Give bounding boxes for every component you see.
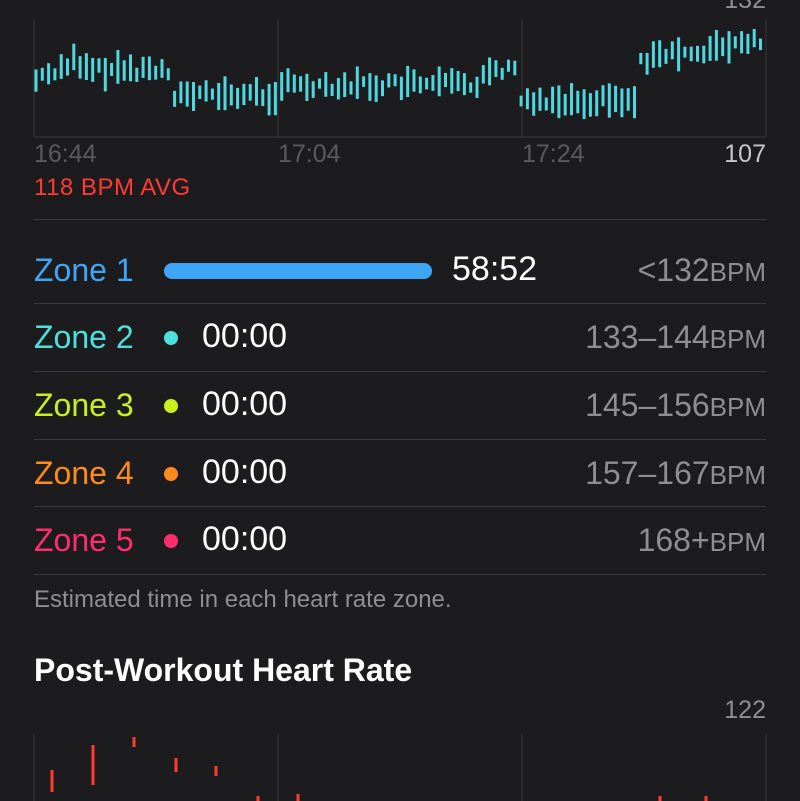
post-workout-title: Post-Workout Heart Rate [34,652,413,688]
zone-row-5: Zone 5 00:00 168+BPM [34,508,766,574]
zone-name: Zone 4 [34,455,134,491]
zone-time: 00:00 [202,385,288,423]
zone-row-4: Zone 4 00:00 157–167BPM [34,441,766,507]
zone-row-3: Zone 3 00:00 145–156BPM [34,373,766,439]
post-workout-chart [33,734,767,801]
x-label-end: 17:24 [522,140,585,168]
divider [34,303,766,304]
zone-time: 00:00 [202,520,288,558]
zone-row-1: Zone 1 58:52 <132BPM [34,238,766,304]
zone-time: 00:00 [202,317,288,355]
zone-dot [164,399,178,413]
zone-range: <132BPM [637,252,766,288]
chart-min-label: 107 [724,140,766,168]
zones-footnote: Estimated time in each heart rate zone. [34,586,452,613]
chart-max-label: 132 [724,0,766,14]
divider [34,371,766,372]
zone-name: Zone 3 [34,387,134,423]
divider [34,439,766,440]
heart-rate-chart [33,20,767,138]
zone-range: 133–144BPM [585,319,766,355]
zone-dot [164,331,178,345]
zone-name: Zone 2 [34,319,134,355]
zone-range: 145–156BPM [585,387,766,423]
zone-row-2: Zone 2 00:00 133–144BPM [34,305,766,371]
zone-time: 58:52 [452,250,538,288]
divider [34,574,766,575]
zone-bar [164,263,432,279]
divider [34,219,766,220]
zone-name: Zone 5 [34,522,134,558]
heart-rate-bars [34,29,762,119]
zone-time: 00:00 [202,453,288,491]
zone-range: 168+BPM [637,522,766,558]
zone-dot [164,534,178,548]
post-workout-bars [50,737,708,801]
zone-name: Zone 1 [34,252,134,288]
divider [34,506,766,507]
zone-range: 157–167BPM [585,455,766,491]
x-label-mid: 17:04 [278,140,341,168]
zone-dot [164,467,178,481]
average-bpm: 118 BPM AVG [34,174,191,201]
x-label-start: 16:44 [34,140,97,168]
post-chart-max-label: 122 [724,696,766,724]
